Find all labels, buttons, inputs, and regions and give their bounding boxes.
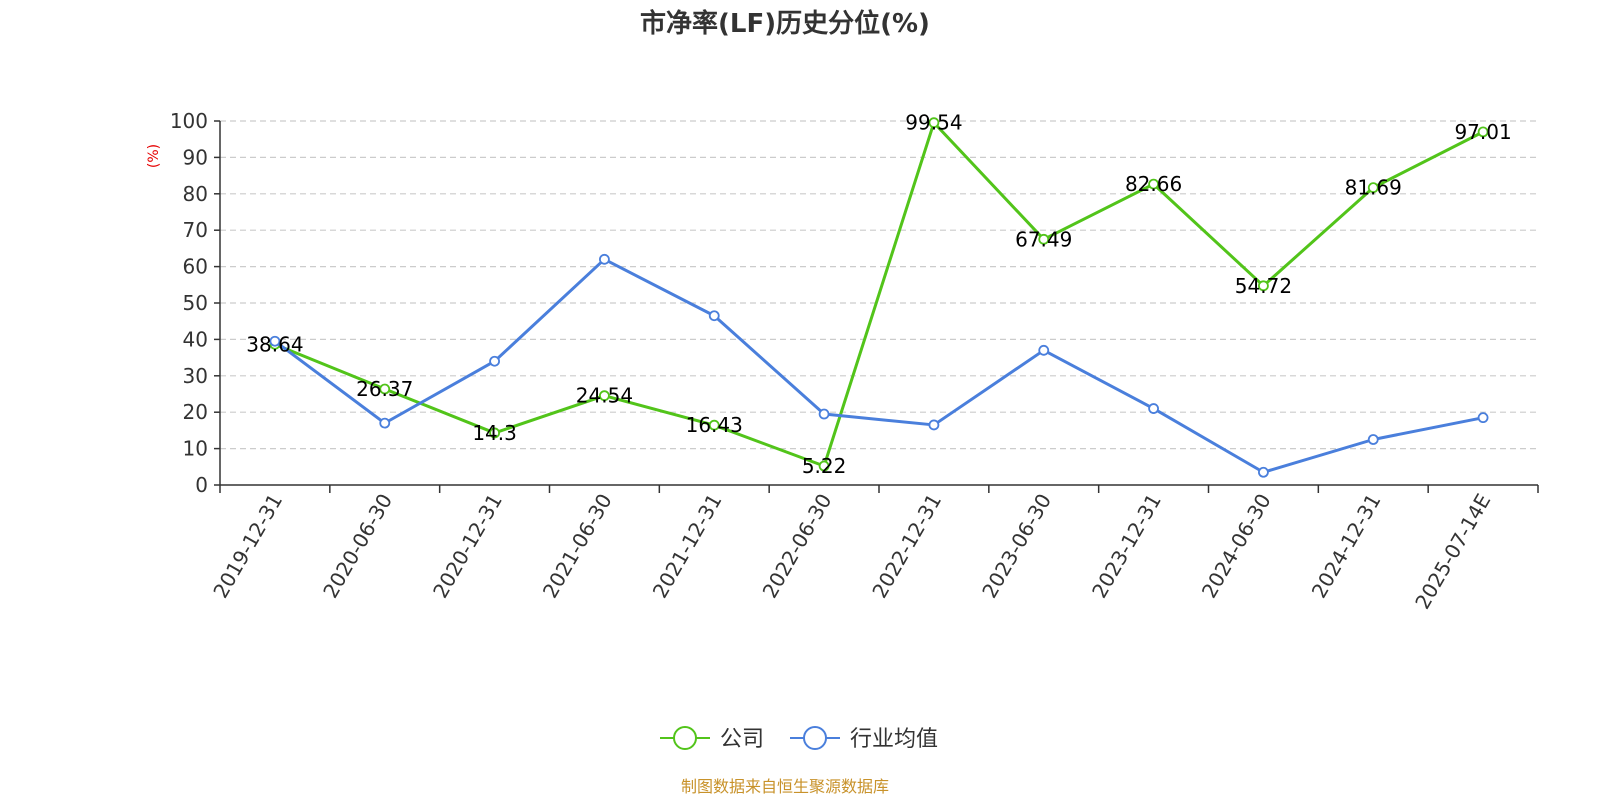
data-point	[928, 117, 940, 129]
data-point	[708, 310, 720, 322]
x-tick-label: 2021-06-30	[538, 490, 617, 603]
data-point	[818, 460, 830, 472]
legend-label: 公司	[720, 727, 764, 752]
grid-lines	[220, 120, 1538, 450]
series-line-1	[274, 257, 1484, 474]
data-label: 14.3	[472, 421, 517, 445]
legend-marker	[673, 726, 697, 750]
data-point	[1148, 403, 1159, 414]
data-label: 24.54	[576, 384, 633, 408]
source-note: 制图数据来自恒生聚源数据库	[681, 777, 889, 796]
data-label: 97.01	[1454, 120, 1511, 144]
data-point	[599, 390, 610, 402]
y-tick-label: 100	[170, 109, 208, 133]
series-line-0	[274, 121, 1484, 468]
y-tick-label: 0	[195, 473, 208, 497]
x-tick-label: 2025-07-14E	[1410, 490, 1495, 614]
x-tick-label: 2024-06-30	[1197, 490, 1276, 603]
x-tick-label: 2022-06-30	[758, 490, 837, 603]
data-label: 81.69	[1345, 176, 1402, 200]
legend: 公司 行业均值	[660, 726, 938, 752]
y-tick-label: 10	[183, 437, 208, 461]
data-label: 99.54	[905, 111, 962, 135]
data-point	[1148, 178, 1159, 190]
data-labels: 38.64 26.37 14.3 24.54 16.43 5.22 99.54 67.49 82…	[246, 111, 1511, 478]
y-tick-label: 60	[183, 255, 208, 279]
data-label: 54.72	[1235, 274, 1292, 298]
axes: 0 10 20 30 40 50 60 70 80 90 100 2019-12-31 2020-06-…	[170, 109, 1539, 614]
y-tick-label: 80	[183, 182, 208, 206]
y-tick-label: 90	[183, 145, 208, 169]
x-tick-label: 2020-06-30	[318, 490, 397, 603]
data-label: 5.22	[802, 454, 847, 478]
y-tick-label: 20	[183, 400, 208, 424]
data-point	[379, 417, 391, 429]
y-axis-label: (%)	[146, 144, 162, 168]
data-point	[1477, 126, 1489, 138]
data-point	[1367, 182, 1379, 194]
data-point	[1477, 412, 1489, 424]
data-label: 26.37	[356, 377, 413, 401]
x-tick-label: 2021-12-31	[648, 490, 727, 603]
data-point	[928, 419, 940, 431]
y-tick-label: 30	[183, 364, 208, 388]
y-tick-label: 40	[183, 327, 208, 351]
data-point	[269, 335, 281, 347]
data-point	[489, 355, 500, 367]
data-label: 16.43	[686, 413, 743, 437]
x-tick-label: 2022-12-31	[867, 490, 946, 603]
data-point	[1258, 280, 1269, 292]
series-lines	[269, 117, 1489, 478]
data-point	[599, 253, 610, 265]
data-point	[818, 408, 830, 420]
data-point	[379, 383, 391, 395]
x-tick-label: 2023-06-30	[977, 490, 1056, 603]
y-tick-label: 70	[183, 218, 208, 242]
chart-title: 市净率(LF)历史分位(%)	[640, 8, 930, 39]
y-tick-label: 50	[183, 291, 208, 315]
legend-marker	[803, 726, 827, 750]
x-tick-label: 2023-12-31	[1087, 490, 1166, 603]
data-point	[1367, 434, 1379, 445]
data-point	[1038, 344, 1050, 356]
data-label: 82.66	[1125, 172, 1182, 196]
data-label: 67.49	[1015, 227, 1072, 251]
data-point	[489, 427, 500, 439]
x-tick-label: 2024-12-31	[1307, 490, 1386, 603]
legend-label: 行业均值	[850, 727, 938, 752]
x-tick-label: 2020-12-31	[428, 490, 507, 603]
x-tick-label: 2019-12-31	[208, 490, 287, 603]
data-point	[1258, 466, 1269, 478]
data-point	[708, 419, 720, 431]
data-label: 38.64	[246, 332, 303, 356]
data-point	[1038, 233, 1050, 245]
